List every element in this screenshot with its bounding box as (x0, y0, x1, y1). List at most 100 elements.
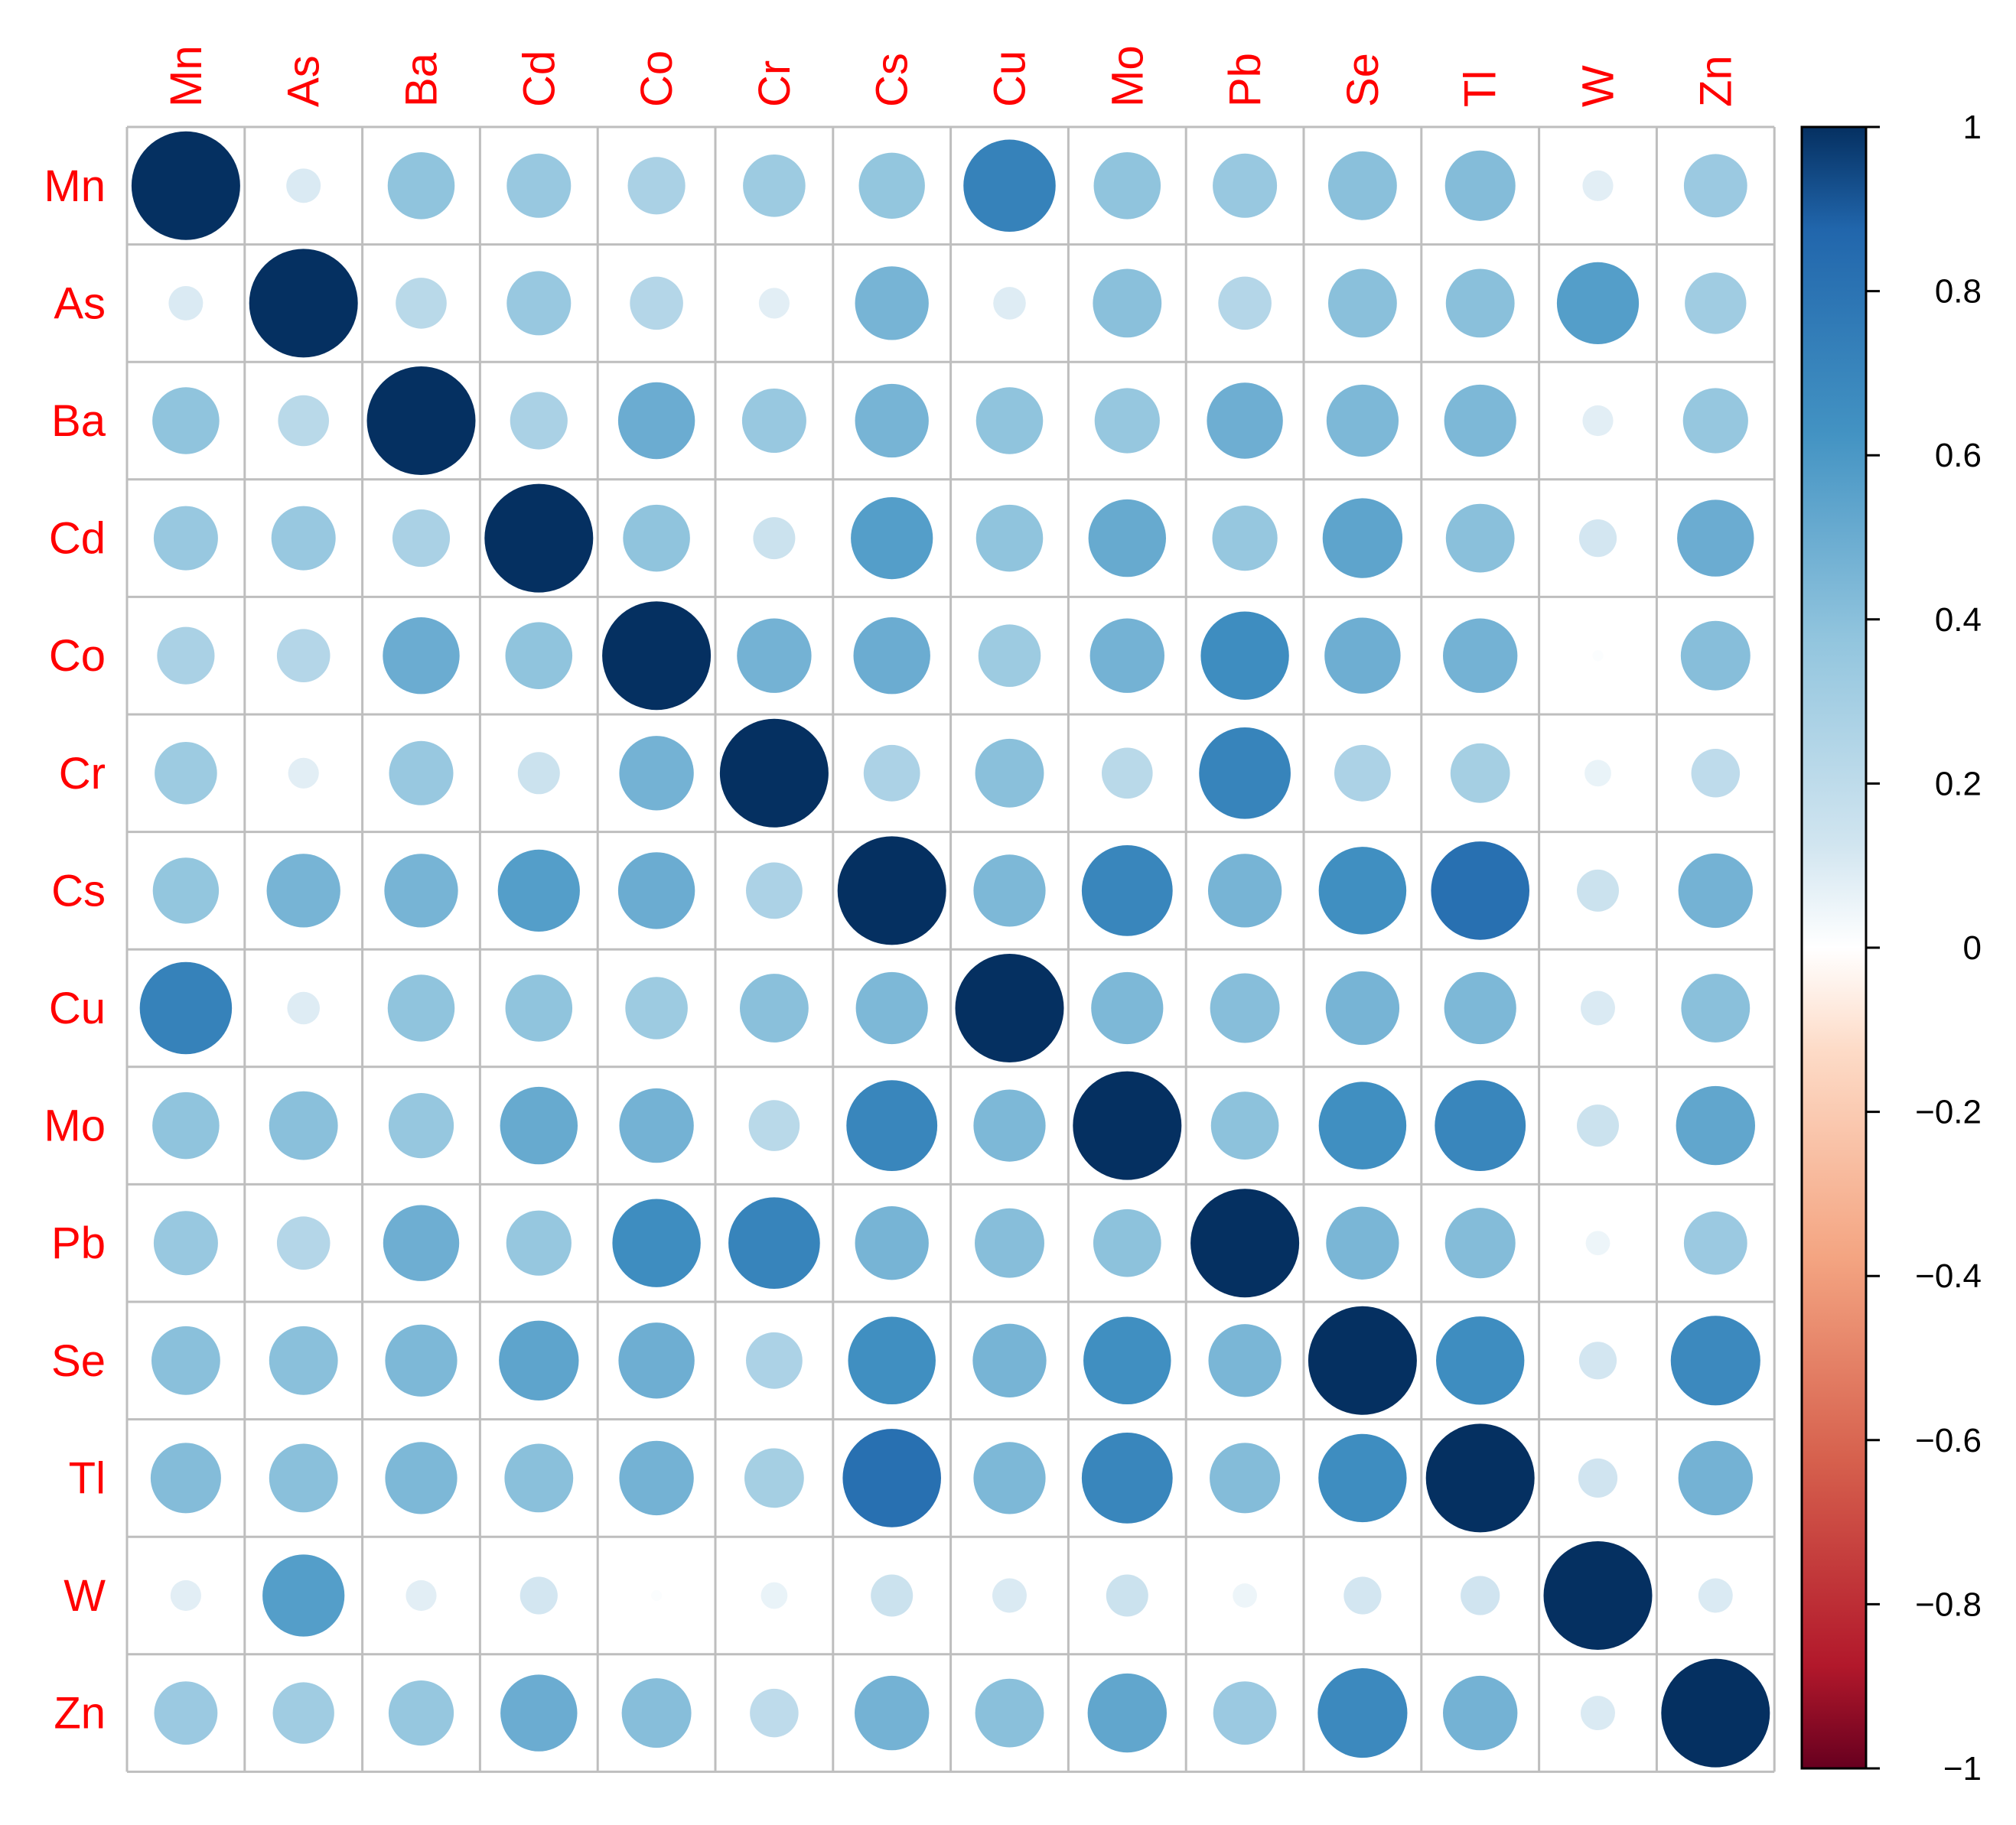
circle-Mo-Tl (1435, 1080, 1526, 1172)
circle-Zn-Tl (1443, 1675, 1518, 1751)
color-legend-tick-label: 0 (1963, 929, 1982, 967)
circle-Mn-As (286, 168, 321, 203)
circle-Cd-W (1578, 519, 1617, 558)
row-label-Cu: Cu (49, 984, 106, 1033)
row-label-Co: Co (49, 631, 106, 681)
circle-Ba-Ba (366, 366, 476, 475)
circle-W-Tl (1461, 1576, 1500, 1615)
circle-Ba-Co (617, 382, 695, 460)
circle-As-Mo (1093, 268, 1162, 338)
circle-Cu-Pb (1210, 973, 1280, 1043)
column-label-Zn: Zn (1691, 55, 1741, 107)
circle-As-W (1556, 262, 1640, 345)
circle-W-Cd (519, 1576, 558, 1615)
circle-Co-Mo (1089, 618, 1164, 693)
circle-Ba-Mn (152, 387, 220, 454)
circle-Cd-Mo (1088, 499, 1167, 577)
circle-Mn-Zn (1683, 154, 1747, 218)
circle-Cd-Tl (1445, 503, 1515, 573)
color-legend-tick-label: 1 (1963, 109, 1982, 146)
row-label-W: W (64, 1571, 106, 1621)
circle-Pb-Se (1326, 1206, 1399, 1280)
circle-Cs-W (1577, 869, 1619, 912)
column-label-Tl: Tl (1456, 70, 1506, 107)
circle-Cs-Cr (746, 862, 803, 919)
column-label-As: As (279, 55, 329, 107)
circle-Cu-Cs (855, 971, 928, 1045)
circle-Tl-W (1578, 1458, 1618, 1498)
circle-Cu-Ba (387, 974, 455, 1042)
circle-Mo-Pb (1210, 1091, 1279, 1160)
circle-Tl-Mn (150, 1443, 221, 1514)
row-label-Cd: Cd (49, 514, 106, 564)
circle-Mo-Cs (846, 1080, 938, 1172)
circle-Co-Mn (157, 626, 215, 685)
circle-As-Ba (396, 278, 447, 329)
column-label-Se: Se (1338, 53, 1388, 107)
circle-Cd-Mn (153, 506, 218, 571)
circle-W-Co (651, 1589, 663, 1602)
circle-Tl-Tl (1425, 1423, 1535, 1533)
row-label-Cs: Cs (51, 866, 106, 916)
circle-Cu-Tl (1444, 971, 1516, 1045)
circle-As-Co (630, 276, 683, 330)
circle-As-Cr (758, 288, 790, 319)
circle-Mn-W (1582, 170, 1614, 201)
circle-Cs-Cs (837, 836, 946, 945)
circle-Tl-Cu (973, 1442, 1046, 1514)
column-label-Cr: Cr (750, 60, 800, 107)
circle-W-W (1543, 1541, 1653, 1650)
circle-Cr-Ba (389, 740, 454, 805)
circle-Mn-Tl (1444, 150, 1516, 221)
circle-Zn-Co (621, 1678, 692, 1749)
circle-Cs-Cd (497, 849, 580, 932)
circle-Tl-As (269, 1443, 338, 1513)
circle-Se-Cd (499, 1320, 579, 1400)
circle-Cu-Co (625, 977, 688, 1039)
color-legend-tick-label: −1 (1943, 1750, 1982, 1788)
circle-Ba-Cu (975, 387, 1044, 454)
circle-Cd-Se (1322, 498, 1403, 578)
circle-As-As (249, 249, 358, 358)
circle-Mn-Cu (963, 139, 1056, 233)
circle-Tl-Co (619, 1440, 694, 1516)
color-legend-tick-label: −0.2 (1915, 1094, 1982, 1131)
column-label-Ba: Ba (397, 52, 447, 107)
circle-W-Se (1343, 1576, 1382, 1615)
circle-Ba-Cs (855, 383, 929, 458)
circle-W-As (262, 1554, 345, 1637)
circle-As-Se (1327, 268, 1397, 338)
circle-Se-Cs (848, 1316, 936, 1405)
circle-Pb-Cr (728, 1197, 820, 1290)
circle-Cs-Co (617, 852, 695, 929)
circle-Pb-W (1585, 1231, 1611, 1256)
circle-Pb-Mn (153, 1211, 218, 1276)
column-label-Co: Co (632, 50, 682, 107)
circle-Cs-Cu (973, 854, 1046, 927)
circle-Mn-Mo (1093, 152, 1161, 220)
circle-Ba-Pb (1207, 382, 1283, 459)
row-label-Zn: Zn (54, 1689, 106, 1739)
column-label-Cd: Cd (514, 50, 564, 107)
circle-Mo-W (1577, 1104, 1619, 1147)
circle-Cr-Pb (1199, 727, 1291, 819)
circle-Ba-W (1582, 405, 1614, 437)
circle-Pb-Cd (506, 1210, 572, 1276)
circle-Pb-Co (612, 1199, 701, 1287)
circle-Zn-W (1581, 1696, 1615, 1731)
circle-As-Cd (506, 271, 572, 336)
circle-Pb-Tl (1444, 1208, 1516, 1279)
circle-Cd-Cu (975, 504, 1044, 572)
circle-Pb-Ba (383, 1205, 460, 1281)
circle-Cr-Se (1334, 744, 1391, 802)
circle-Mo-Zn (1676, 1085, 1755, 1166)
circle-Cu-Mo (1091, 971, 1164, 1045)
circle-Ba-Zn (1682, 388, 1748, 454)
column-label-Mo: Mo (1102, 45, 1152, 107)
circle-Co-Cr (737, 618, 812, 693)
circle-Co-Tl (1443, 618, 1518, 693)
color-legend: 1 0.8 0.6 0.4 0.2 0 −0.2 −0.4 −0.6 −0.8 −1 (1800, 109, 1982, 1788)
row-label-As: As (54, 278, 106, 328)
row-label-Cr: Cr (59, 749, 106, 799)
